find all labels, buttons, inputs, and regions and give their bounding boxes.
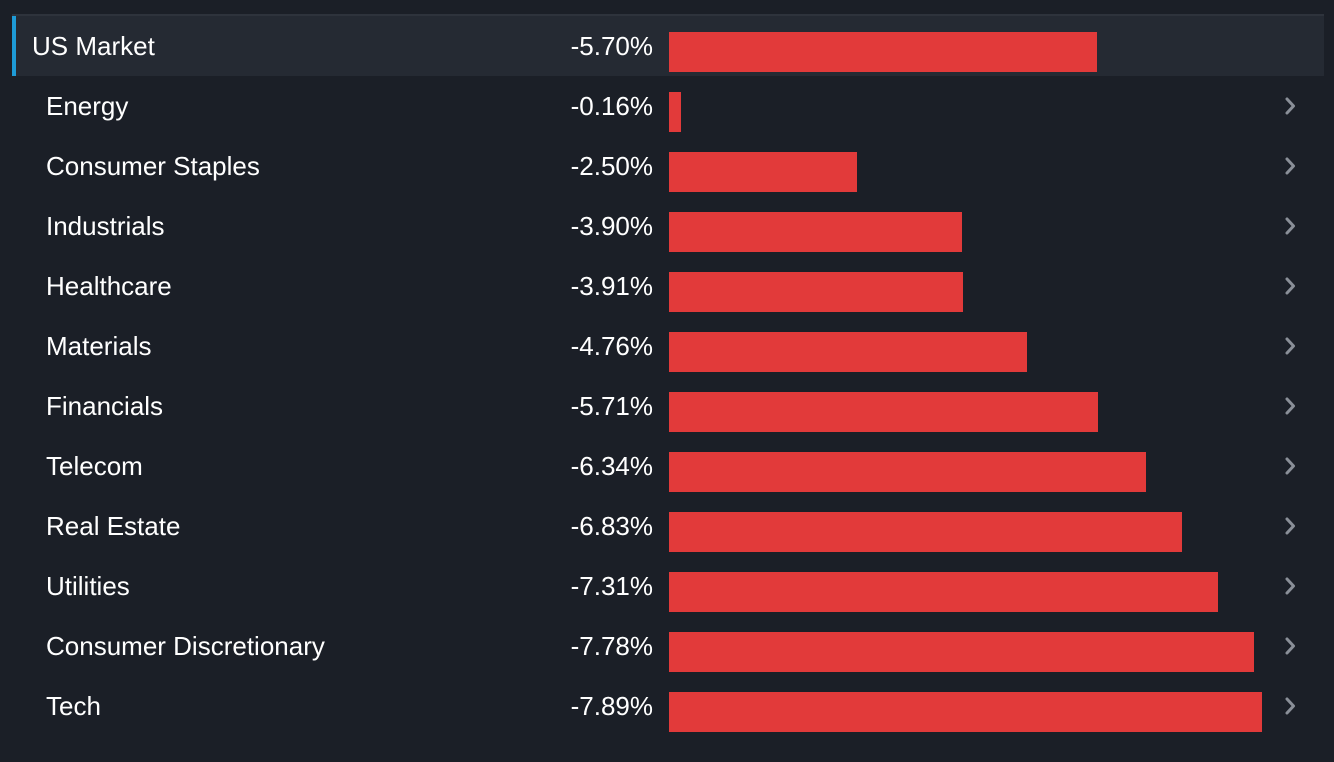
chevron-right-icon[interactable]	[1278, 274, 1302, 298]
chevron-right-icon[interactable]	[1278, 94, 1302, 118]
category-label: Telecom	[46, 451, 143, 481]
value-label: -6.34%	[570, 451, 653, 481]
category-label: Healthcare	[46, 271, 172, 301]
chevron-right-icon[interactable]	[1278, 514, 1302, 538]
selected-accent	[12, 16, 16, 76]
category-label: US Market	[32, 31, 155, 61]
chevron-right-icon[interactable]	[1278, 214, 1302, 238]
bar	[669, 572, 1218, 612]
sector-row[interactable]: Energy -0.16%	[12, 76, 1324, 136]
market-row: US Market -5.70%	[12, 16, 1324, 76]
value-label: -7.89%	[570, 691, 653, 721]
chevron-right-icon[interactable]	[1278, 454, 1302, 478]
bar-track	[669, 32, 1262, 72]
bar	[669, 32, 1097, 72]
top-divider	[12, 14, 1324, 16]
bar-track	[669, 572, 1262, 612]
bar-track	[669, 212, 1262, 252]
sector-row[interactable]: Financials -5.71%	[12, 376, 1324, 436]
bar	[669, 692, 1262, 732]
bar-track	[669, 692, 1262, 732]
value-label: -5.70%	[570, 31, 653, 61]
value-label: -4.76%	[570, 331, 653, 361]
bar	[669, 152, 857, 192]
category-label: Consumer Staples	[46, 151, 260, 181]
category-label: Energy	[46, 91, 129, 121]
bar-track	[669, 452, 1262, 492]
category-label: Tech	[46, 691, 101, 721]
category-label: Industrials	[46, 211, 165, 241]
bar-track	[669, 392, 1262, 432]
bar-track	[669, 152, 1262, 192]
sector-list: US Market -5.70% Energy -0.16% Consumer Stap…	[12, 16, 1324, 736]
category-label: Real Estate	[46, 511, 181, 541]
chevron-right-icon[interactable]	[1278, 574, 1302, 598]
bar-track	[669, 272, 1262, 312]
bar	[669, 212, 962, 252]
bar-track	[669, 92, 1262, 132]
value-label: -3.90%	[570, 211, 653, 241]
bar-track	[669, 632, 1262, 672]
chevron-right-icon[interactable]	[1278, 394, 1302, 418]
sector-row[interactable]: Tech -7.89%	[12, 676, 1324, 736]
value-label: -2.50%	[570, 151, 653, 181]
chevron-right-icon[interactable]	[1278, 694, 1302, 718]
category-label: Financials	[46, 391, 164, 421]
value-label: -6.83%	[570, 511, 653, 541]
category-label: Materials	[46, 331, 152, 361]
sector-row[interactable]: Materials -4.76%	[12, 316, 1324, 376]
value-label: -3.91%	[570, 271, 653, 301]
bar	[669, 272, 963, 312]
sector-row[interactable]: Telecom -6.34%	[12, 436, 1324, 496]
category-label: Consumer Discretionary	[46, 631, 325, 661]
value-label: -7.31%	[570, 571, 653, 601]
sector-row[interactable]: Consumer Discretionary -7.78%	[12, 616, 1324, 676]
value-label: -5.71%	[570, 391, 653, 421]
sector-row[interactable]: Industrials -3.90%	[12, 196, 1324, 256]
bar	[669, 92, 681, 132]
value-label: -0.16%	[570, 91, 653, 121]
sector-row[interactable]: Real Estate -6.83%	[12, 496, 1324, 556]
value-label: -7.78%	[570, 631, 653, 661]
category-label: Utilities	[46, 571, 130, 601]
bar	[669, 332, 1027, 372]
bar	[669, 632, 1254, 672]
bar	[669, 392, 1098, 432]
bar	[669, 512, 1182, 552]
sector-row[interactable]: Utilities -7.31%	[12, 556, 1324, 616]
sector-row[interactable]: Consumer Staples -2.50%	[12, 136, 1324, 196]
chevron-right-icon[interactable]	[1278, 154, 1302, 178]
chevron-right-icon[interactable]	[1278, 634, 1302, 658]
bar	[669, 452, 1146, 492]
sector-row[interactable]: Healthcare -3.91%	[12, 256, 1324, 316]
bar-track	[669, 332, 1262, 372]
chevron-right-icon[interactable]	[1278, 334, 1302, 358]
bar-track	[669, 512, 1262, 552]
